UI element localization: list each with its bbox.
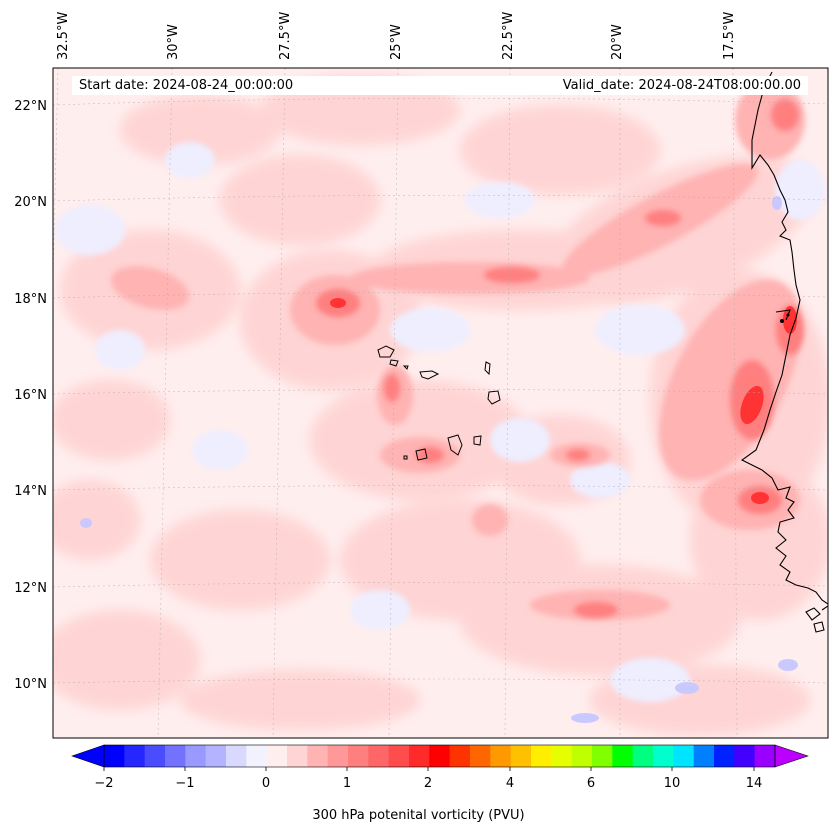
colorbar-segment bbox=[409, 745, 430, 767]
colorbar-segment bbox=[429, 745, 451, 767]
colorbar-segment bbox=[612, 745, 634, 767]
colorbar-segment bbox=[388, 745, 410, 767]
pv-contours-peak bbox=[330, 298, 797, 504]
colorbar-segment bbox=[226, 745, 247, 767]
colorbar-segment bbox=[246, 745, 268, 767]
colorbar-segment bbox=[673, 745, 695, 767]
colorbar-segment bbox=[693, 745, 715, 767]
lat-label: 20°N bbox=[14, 195, 47, 210]
lat-label: 12°N bbox=[14, 581, 47, 596]
lat-label: 22°N bbox=[14, 99, 47, 114]
colorbar-segment bbox=[470, 745, 491, 767]
map-border bbox=[52, 67, 829, 739]
start-date-label: Start date: 2024-08-24_00:00:00 bbox=[72, 76, 379, 95]
lat-label: 14°N bbox=[14, 484, 47, 499]
colorbar-tick-label: 4 bbox=[506, 776, 514, 791]
colorbar-segments bbox=[104, 745, 776, 767]
colorbar-tick-label: 10 bbox=[664, 776, 681, 791]
colorbar-segment bbox=[571, 745, 593, 767]
colorbar-segment bbox=[714, 745, 735, 767]
colorbar-segment bbox=[510, 745, 532, 767]
lon-label: 25°W bbox=[389, 24, 404, 60]
colorbar-segment bbox=[307, 745, 329, 767]
colorbar-segment bbox=[531, 745, 552, 767]
map-panel bbox=[53, 68, 828, 738]
colorbar-segment bbox=[592, 745, 613, 767]
colorbar-over-arrow bbox=[774, 744, 809, 768]
colorbar-outline bbox=[103, 744, 776, 768]
colorbar-segment bbox=[266, 745, 288, 767]
colorbar-segment bbox=[490, 745, 512, 767]
colorbar-segment bbox=[551, 745, 573, 767]
colorbar-segment bbox=[348, 745, 369, 767]
colorbar-tick-labels: −2 −1 0 1 2 4 6 10 14 bbox=[94, 776, 762, 791]
colorbar-segment bbox=[327, 745, 349, 767]
map-gridlines bbox=[53, 68, 828, 738]
colorbar-segment bbox=[185, 745, 207, 767]
colorbar-segment bbox=[754, 745, 776, 767]
colorbar-segment bbox=[205, 745, 227, 767]
colorbar-segment bbox=[734, 745, 756, 767]
pv-contours-negative bbox=[55, 142, 825, 702]
colorbar: −2 −1 0 1 2 4 6 10 14 bbox=[71, 744, 809, 791]
colorbar-tick-label: 14 bbox=[746, 776, 763, 791]
latitude-labels: 22°N 20°N 18°N 16°N 14°N 12°N 10°N bbox=[14, 99, 47, 692]
pv-contours-negative-strong bbox=[80, 196, 798, 723]
lon-label: 22.5°W bbox=[501, 12, 516, 60]
colorbar-ticks bbox=[103, 767, 755, 771]
colorbar-tick-label: −1 bbox=[175, 776, 194, 791]
colorbar-tick-label: 1 bbox=[343, 776, 351, 791]
lon-label: 20°W bbox=[610, 24, 625, 60]
colorbar-segment bbox=[449, 745, 471, 767]
lon-label: 32.5°W bbox=[56, 12, 71, 60]
colorbar-segment bbox=[165, 745, 186, 767]
colorbar-under-arrow bbox=[71, 744, 105, 768]
lat-label: 18°N bbox=[14, 292, 47, 307]
colorbar-tick-label: 6 bbox=[587, 776, 595, 791]
dakar-marker bbox=[780, 319, 784, 323]
lon-label: 27.5°W bbox=[278, 12, 293, 60]
colorbar-segment bbox=[632, 745, 654, 767]
lat-label: 10°N bbox=[14, 677, 47, 692]
pv-contours-high bbox=[316, 99, 804, 618]
african-coastline bbox=[740, 71, 828, 633]
colorbar-tick-label: 2 bbox=[424, 776, 432, 791]
colorbar-label: 300 hPa potenital vorticity (PVU) bbox=[312, 808, 525, 823]
lon-label: 17.5°W bbox=[722, 12, 737, 60]
coast-marker bbox=[786, 313, 790, 317]
colorbar-segment bbox=[368, 745, 390, 767]
cape-verde-islands bbox=[377, 345, 501, 461]
colorbar-segment bbox=[653, 745, 674, 767]
colorbar-tick-label: −2 bbox=[94, 776, 113, 791]
lat-label: 16°N bbox=[14, 388, 47, 403]
lon-label: 30°W bbox=[166, 24, 181, 60]
colorbar-segment bbox=[124, 745, 146, 767]
colorbar-segment bbox=[287, 745, 308, 767]
colorbar-segment bbox=[104, 745, 125, 767]
valid-date-label: Valid_date: 2024-08-24T08:00:00.00 bbox=[372, 76, 808, 95]
colorbar-segment bbox=[144, 745, 166, 767]
colorbar-tick-label: 0 bbox=[262, 776, 270, 791]
longitude-labels: 32.5°W 30°W 27.5°W 25°W 22.5°W 20°W 17.5… bbox=[56, 12, 737, 60]
